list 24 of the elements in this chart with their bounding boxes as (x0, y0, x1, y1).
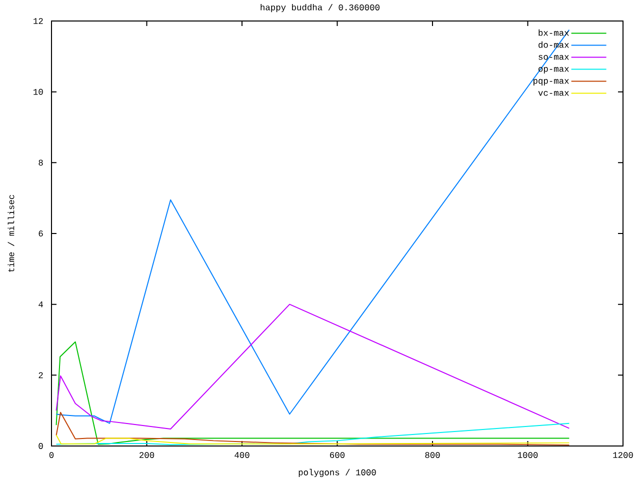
legend-label: vc-max (538, 91, 569, 96)
line-series (56, 434, 570, 444)
line-series (56, 304, 570, 430)
legend-label: pqp-max (534, 79, 569, 86)
x-axis-title: polygons / 1000 (298, 468, 376, 478)
x-tick-label: 600 (330, 452, 345, 458)
y-tick-label: 0 (38, 443, 43, 449)
y-tick-label: 4 (38, 301, 43, 308)
y-tick-label: 10 (34, 88, 43, 95)
y-tick-label: 2 (38, 372, 43, 378)
x-tick-label: 800 (425, 452, 440, 458)
x-tick-label: 1000 (518, 452, 538, 458)
y-axis-title: time / millisec (8, 194, 14, 272)
y-tick-label: 6 (38, 230, 43, 236)
line-series (56, 412, 570, 446)
y-tick-label: 8 (38, 160, 43, 166)
y-tick-label: 12 (34, 18, 43, 24)
x-tick-label: 1200 (613, 452, 633, 458)
x-tick-label: 400 (234, 452, 250, 458)
x-tick-label: 0 (49, 452, 54, 458)
chart-title: happy buddha / 0.360000 (260, 4, 380, 12)
x-tick-label: 200 (140, 452, 154, 458)
line-series (56, 29, 570, 424)
line-series (56, 341, 570, 445)
